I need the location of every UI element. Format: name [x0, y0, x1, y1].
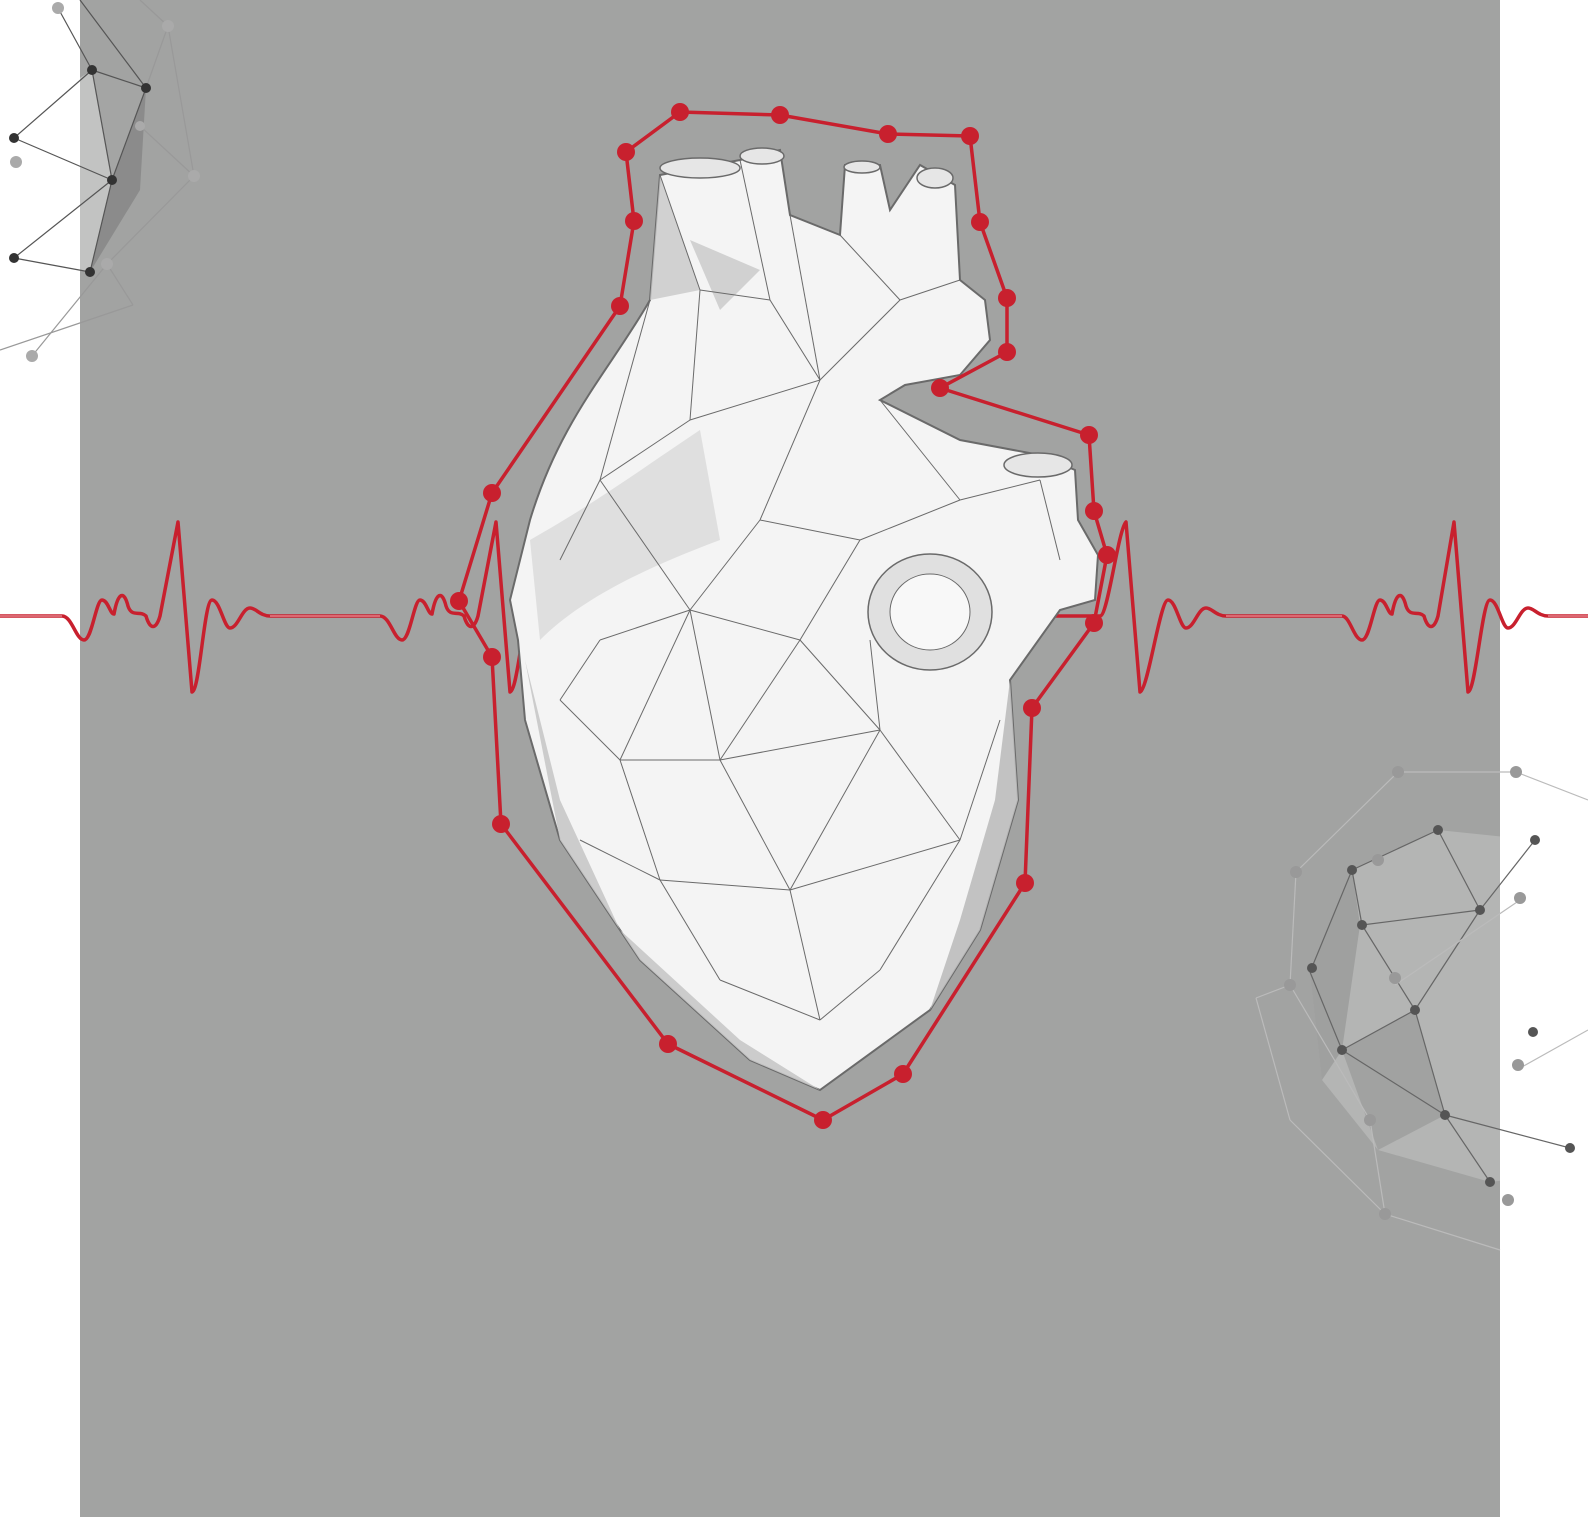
illustration [0, 0, 1588, 1517]
page [0, 0, 1588, 1517]
